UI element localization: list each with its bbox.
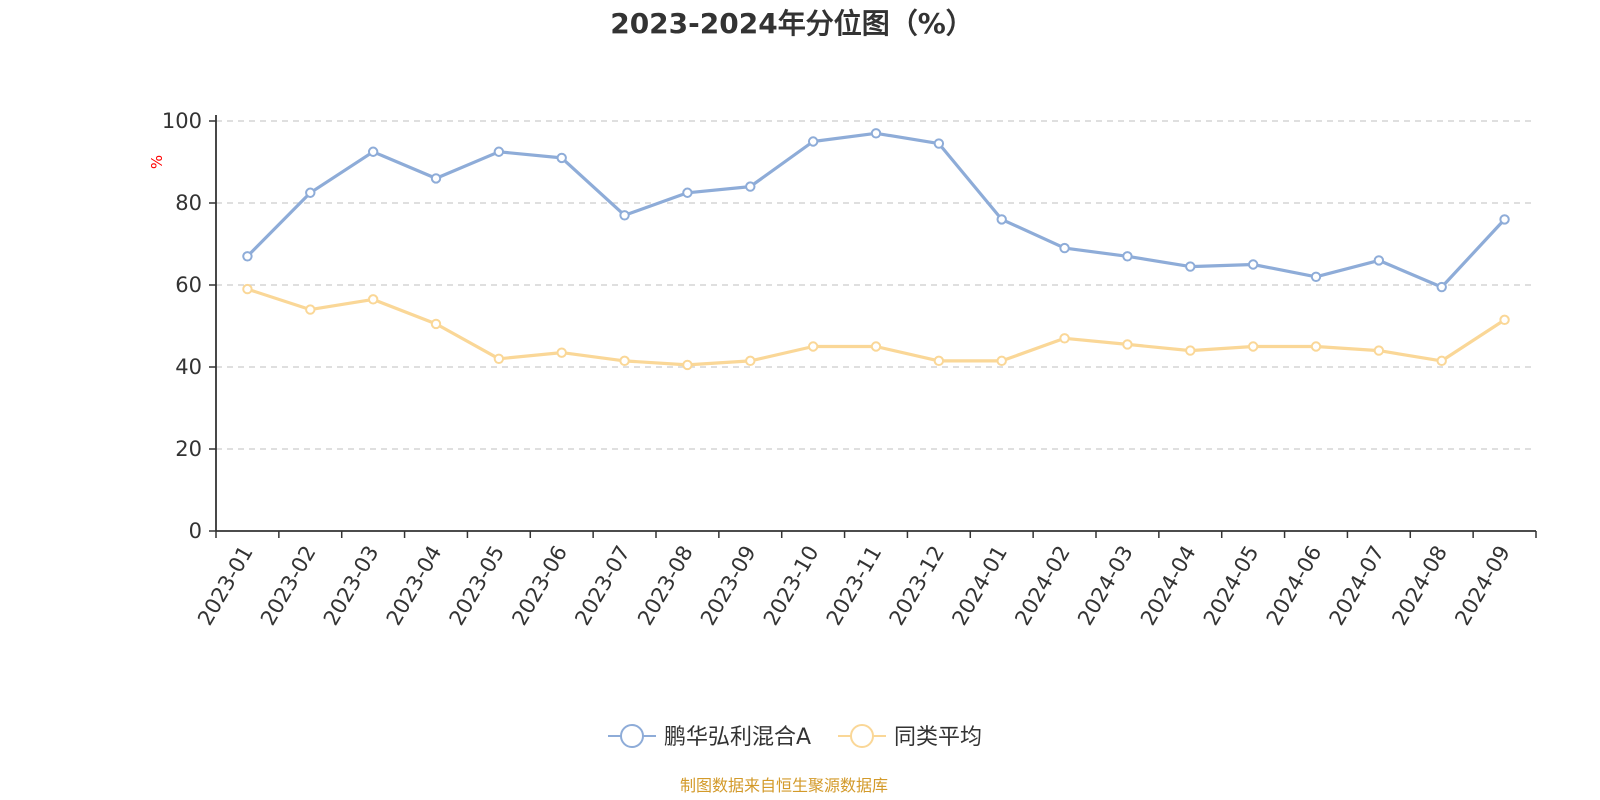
data-point[interactable] [1247, 259, 1259, 270]
data-point[interactable] [745, 181, 756, 192]
legend[interactable]: 鹏华弘利混合A 同类平均 [608, 724, 982, 750]
data-point[interactable] [619, 355, 630, 367]
chart-title: 2023-2024年分位图（%） [610, 7, 974, 40]
x-tick-label: 2024-01 [947, 542, 1012, 630]
data-point[interactable] [682, 187, 693, 198]
x-tick-label: 2024-05 [1199, 542, 1264, 630]
x-tick-label: 2023-12 [885, 542, 950, 630]
y-tick-label: 0 [189, 519, 202, 543]
data-point[interactable] [1310, 341, 1322, 352]
legend-marker [620, 724, 644, 748]
data-point[interactable] [1373, 255, 1385, 266]
y-axis-unit-label: % [148, 155, 166, 169]
data-point[interactable] [493, 146, 505, 157]
data-point[interactable] [1059, 333, 1070, 344]
data-point[interactable] [1247, 341, 1259, 352]
data-point[interactable] [305, 187, 316, 198]
x-tick-label: 2023-09 [696, 542, 761, 630]
legend-item-2[interactable]: 同类平均 [838, 724, 982, 750]
x-tick-label: 2023-11 [822, 542, 887, 630]
x-tick-label: 2024-04 [1136, 542, 1201, 630]
data-point[interactable] [682, 359, 693, 371]
axes: 0 20 40 60 80 100 2023-012023-022023-032023-04… [162, 109, 1537, 630]
series-line [245, 131, 1507, 289]
data-point[interactable] [870, 341, 882, 352]
data-point[interactable] [996, 214, 1007, 225]
data-point[interactable] [430, 318, 442, 330]
y-tick-label: 100 [162, 109, 202, 133]
data-point[interactable] [1310, 271, 1322, 282]
x-tick-label: 2023-10 [759, 542, 824, 630]
data-point[interactable] [1059, 242, 1070, 254]
data-point[interactable] [996, 355, 1007, 367]
x-tick-label: 2024-09 [1450, 542, 1515, 630]
series-1 [242, 128, 1510, 293]
data-point[interactable] [367, 294, 379, 305]
x-tick-label: 2024-03 [1073, 542, 1138, 630]
x-tick-label: 2024-02 [1010, 542, 1075, 630]
x-tick-label: 2023-03 [319, 542, 384, 630]
data-point[interactable] [1185, 261, 1196, 272]
data-point[interactable] [619, 210, 630, 221]
x-tick-label: 2023-08 [633, 542, 698, 630]
data-point[interactable] [1499, 314, 1510, 326]
data-point[interactable] [305, 304, 316, 315]
series-2 [242, 283, 1510, 371]
x-tick-label: 2024-07 [1325, 542, 1390, 630]
data-point[interactable] [556, 152, 567, 164]
data-point[interactable] [1436, 281, 1447, 293]
data-point[interactable] [1122, 339, 1133, 350]
legend-label: 鹏华弘利混合A [664, 725, 811, 750]
data-source-note: 制图数据来自恒生聚源数据库 [680, 776, 888, 795]
legend-marker [850, 724, 874, 748]
legend-item-1[interactable]: 鹏华弘利混合A [608, 724, 811, 750]
data-point[interactable] [933, 355, 945, 367]
y-tick-label: 80 [175, 191, 202, 215]
data-point[interactable] [242, 283, 253, 295]
data-point[interactable] [1436, 355, 1447, 367]
data-point[interactable] [807, 136, 819, 147]
data-point[interactable] [430, 173, 442, 184]
x-tick-label: 2024-06 [1262, 542, 1327, 630]
data-point[interactable] [242, 251, 253, 262]
x-tick-label: 2023-01 [193, 542, 258, 630]
x-tick-label: 2023-06 [507, 542, 572, 630]
y-tick-label: 20 [175, 437, 202, 461]
x-tick-label: 2023-07 [570, 542, 635, 630]
data-point[interactable] [1122, 251, 1133, 262]
data-point[interactable] [745, 355, 756, 367]
data-point[interactable] [556, 347, 567, 358]
data-point[interactable] [1185, 345, 1196, 356]
x-tick-label: 2023-05 [445, 542, 510, 630]
x-tick-label: 2023-04 [382, 542, 447, 630]
y-tick-label: 60 [175, 273, 202, 297]
data-point[interactable] [367, 146, 379, 157]
data-point[interactable] [870, 128, 882, 139]
data-point[interactable] [493, 353, 505, 364]
y-tick-label: 40 [175, 355, 202, 379]
x-tick-label: 2023-02 [256, 542, 321, 630]
grid-lines [216, 120, 1536, 450]
x-tick-label: 2024-08 [1387, 542, 1452, 630]
series-lines [242, 128, 1510, 371]
legend-label: 同类平均 [894, 725, 982, 750]
data-point[interactable] [933, 138, 945, 149]
data-point[interactable] [807, 341, 819, 352]
data-point[interactable] [1373, 345, 1385, 356]
data-point[interactable] [1499, 214, 1510, 225]
